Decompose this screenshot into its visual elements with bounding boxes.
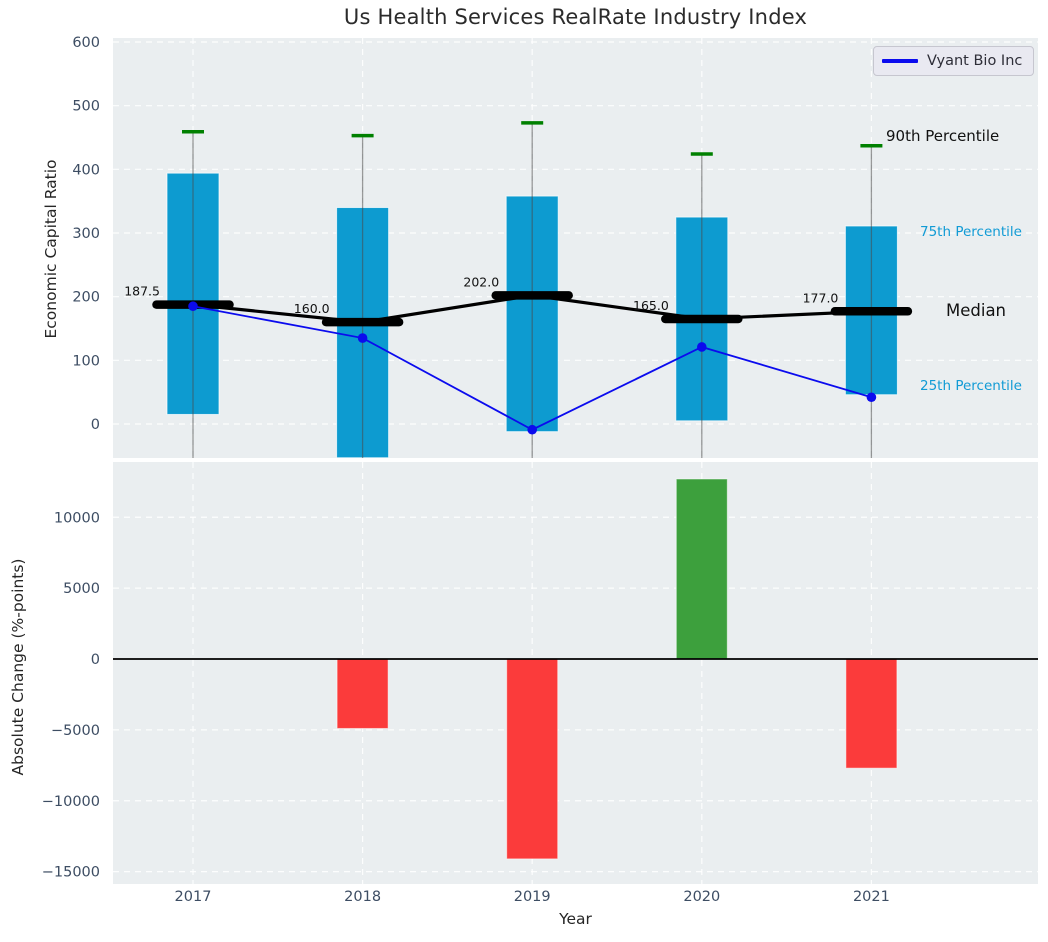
top-panel-bg xyxy=(113,38,1038,458)
xtick-2017: 2017 xyxy=(175,889,212,905)
annotation-25th-percentile: 25th Percentile xyxy=(920,378,1022,394)
annotation-75th-percentile: 75th Percentile xyxy=(920,224,1022,240)
annotation-median: Median xyxy=(946,301,1007,320)
xtick-2019: 2019 xyxy=(514,889,551,905)
vyant-point-2019 xyxy=(527,424,537,435)
chart-title: Us Health Services RealRate Industry Ind… xyxy=(343,5,808,29)
median-value-label-2017: 187.5 xyxy=(124,284,160,299)
ytick-bottom-10000: 10000 xyxy=(54,510,100,526)
change-bar-2019 xyxy=(506,658,559,860)
legend-line-sample xyxy=(882,59,918,63)
change-bar-2018 xyxy=(336,658,389,729)
median-value-label-2019: 202.0 xyxy=(463,274,499,289)
ytick-top-0: 0 xyxy=(91,417,100,433)
vyant-point-2020 xyxy=(697,342,707,352)
y-axis-label-bottom: Absolute Change (%-points) xyxy=(9,558,27,776)
y-axis-label-top: Economic Capital Ratio xyxy=(42,159,60,339)
ytick-bottom-5000: 5000 xyxy=(63,581,100,597)
annotation-90th-percentile: 90th Percentile xyxy=(886,127,1000,145)
ytick-top-400: 400 xyxy=(72,162,100,178)
ytick-top-200: 200 xyxy=(72,290,100,306)
ytick-top-500: 500 xyxy=(72,99,100,115)
legend-label: Vyant Bio Inc xyxy=(927,53,1023,69)
legend: Vyant Bio Inc xyxy=(873,46,1034,76)
change-bar-2020 xyxy=(675,478,728,660)
ytick-bottom--5000: −5000 xyxy=(51,723,100,739)
vyant-point-2018 xyxy=(357,333,368,343)
ytick-top-100: 100 xyxy=(72,353,100,369)
ytick-top-300: 300 xyxy=(72,226,100,242)
x-axis-label: Year xyxy=(559,910,592,928)
xtick-2021: 2021 xyxy=(853,889,890,905)
vyant-point-2017 xyxy=(188,301,198,312)
change-bar-2021 xyxy=(845,658,898,769)
ytick-bottom--10000: −10000 xyxy=(42,794,100,810)
ytick-bottom--15000: −15000 xyxy=(42,865,100,881)
xtick-2018: 2018 xyxy=(344,889,381,905)
ytick-bottom-0: 0 xyxy=(91,652,100,668)
xtick-2020: 2020 xyxy=(683,889,720,905)
median-value-label-2021: 177.0 xyxy=(803,290,839,305)
median-value-label-2018: 160.0 xyxy=(294,301,330,316)
median-value-label-2020: 165.0 xyxy=(633,298,669,313)
ytick-top-600: 600 xyxy=(72,35,100,51)
vyant-point-2021 xyxy=(866,392,877,403)
bottom-panel-bg xyxy=(113,462,1038,884)
